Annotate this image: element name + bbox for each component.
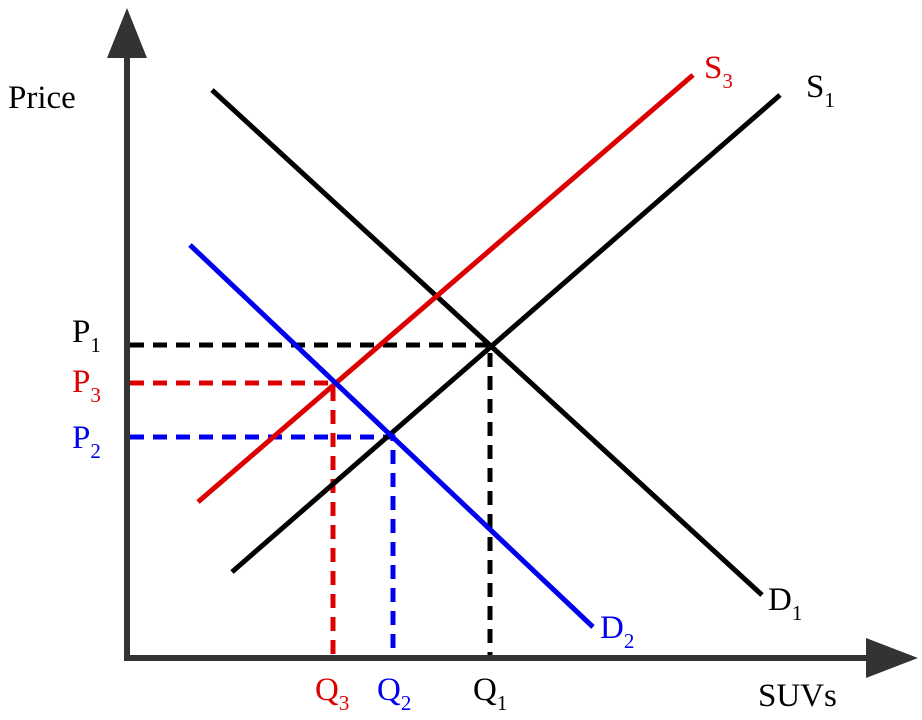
- supply-s3: [196, 73, 695, 504]
- curve-label: S3: [704, 50, 733, 93]
- curve-label: D1: [768, 582, 802, 625]
- price-label: P1: [72, 314, 101, 357]
- curve-label: S1: [806, 69, 835, 112]
- p3-q3-guide: [130, 380, 336, 655]
- price-label: P2: [72, 420, 101, 463]
- demand-d2: [188, 243, 595, 629]
- price-label: P3: [72, 364, 101, 407]
- supply-s1: [230, 93, 782, 574]
- x-axis-label: SUVs: [758, 678, 837, 714]
- x-axis-arrow: [866, 638, 918, 678]
- p1-q1-guide: [130, 342, 493, 655]
- quantity-label: Q2: [377, 672, 411, 715]
- demand-d1: [210, 88, 764, 597]
- quantity-label: Q3: [315, 672, 349, 715]
- quantity-label: Q1: [473, 672, 507, 715]
- y-axis-arrow: [107, 8, 147, 58]
- y-axis-label: Price: [8, 80, 76, 116]
- curve-label: D2: [600, 610, 634, 653]
